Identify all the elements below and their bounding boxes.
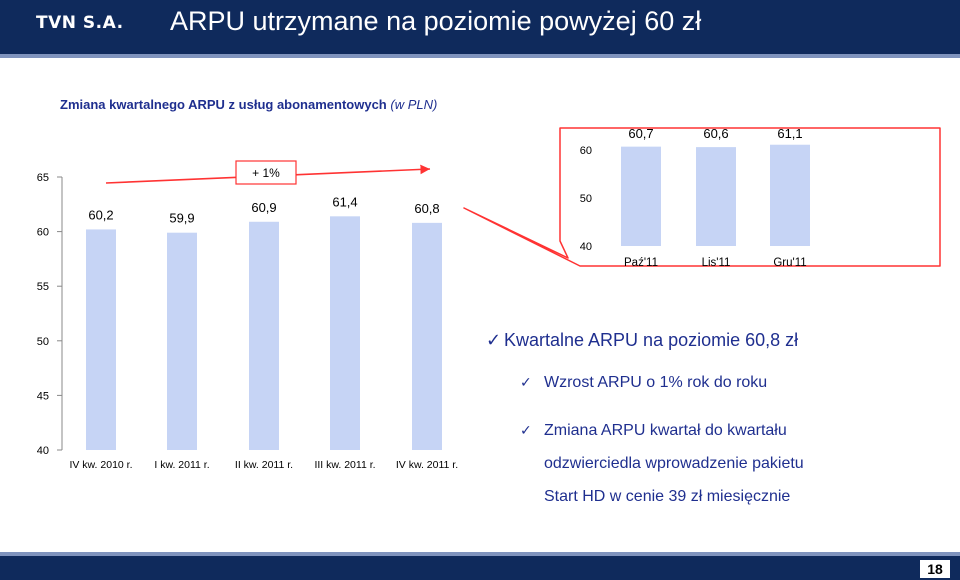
company-logo: TVN S.A. [36,13,124,33]
bullet-sub-1: ✓ Wzrost ARPU o 1% rok do roku [486,374,767,392]
x-tick-label: III kw. 2011 r. [314,459,375,471]
inset-y-tick-label: 40 [580,241,592,253]
footer-stripe [0,552,960,556]
arpu-charts: 40 45 50 55 60 65 60,2 IV kw. 2010 r. 59,9 I kw. … [37,126,941,471]
data-label: 61,4 [332,194,357,209]
y-tick-label: 60 [37,227,49,239]
bar [412,222,442,450]
bar [86,229,116,450]
subtitle-unit: (w PLN) [390,97,438,112]
page-number: 18 [920,560,950,578]
inset-x-tick-label: Lis'11 [702,257,731,269]
inset-data-label: 60,6 [703,126,728,141]
footer-bar [0,556,960,580]
bullet-main: ✓ Kwartalne ARPU na poziomie 60,8 zł [486,330,798,351]
page-title: ARPU utrzymane na poziomie powyżej 60 zł [170,6,702,36]
bullet-sub-2-line-1: Zmiana ARPU kwartał do kwartału [544,422,787,439]
annotation-label: + 1% [252,166,280,180]
inset-x-tick-label: Paź'11 [624,257,658,269]
data-label: 60,2 [88,207,113,222]
bar [249,221,279,450]
inset-x-tick-label: Gru'11 [773,257,806,269]
check-icon: ✓ [520,374,532,390]
data-label: 59,9 [169,211,194,226]
check-icon: ✓ [486,330,502,350]
x-tick-label: II kw. 2011 r. [235,459,293,471]
x-tick-label: IV kw. 2011 r. [396,459,458,471]
y-tick-label: 55 [37,281,49,293]
inset-y-tick-label: 60 [580,145,592,157]
y-tick-label: 40 [37,445,49,457]
header-bar [0,0,960,54]
inset-data-label: 61,1 [777,126,802,141]
check-icon: ✓ [520,422,532,438]
header-stripe [0,54,960,58]
bar [330,216,360,450]
chart-subtitle: Zmiana kwartalnego ARPU z usług abonamen… [60,97,437,112]
inset-y-tick-label: 50 [580,193,592,205]
bullet-sub-2-line-3: Start HD w cenie 39 zł miesięcznie [544,488,791,505]
inset-data-label: 60,7 [628,126,653,141]
inset-bar [770,144,810,246]
x-tick-label: IV kw. 2010 r. [69,459,132,471]
bullet-sub-2-line-2: odzwierciedla wprowadzenie pakietu [544,455,804,472]
annotation-box [235,160,297,185]
bullet-sub-2: ✓ Zmiana ARPU kwartał do kwartału odzwie… [486,414,804,513]
y-tick-label: 65 [37,172,49,184]
data-label: 60,9 [251,200,276,215]
subtitle-main: Zmiana kwartalnego ARPU z usług abonamen… [60,97,387,112]
bar [167,232,197,450]
data-label: 60,8 [414,201,439,216]
y-tick-label: 50 [37,336,49,348]
x-tick-label: I kw. 2011 r. [154,459,209,471]
bullet-sub-1-text: Wzrost ARPU o 1% rok do roku [544,374,768,391]
bullet-main-text: Kwartalne ARPU na poziomie 60,8 zł [504,330,799,350]
inset-bar [621,146,661,246]
inset-bar [696,147,736,246]
y-tick-label: 45 [37,390,49,402]
